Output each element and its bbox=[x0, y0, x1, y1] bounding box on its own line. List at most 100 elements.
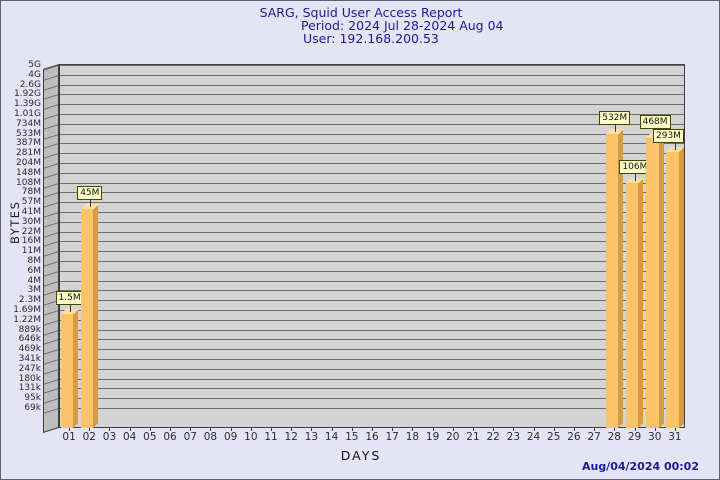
y-tick-label: 30M bbox=[21, 216, 41, 227]
gridline bbox=[60, 231, 684, 233]
wall-gridline bbox=[44, 173, 58, 179]
gridline bbox=[60, 94, 684, 96]
bar bbox=[80, 209, 94, 428]
y-tick-label: 5G bbox=[28, 60, 41, 70]
wall-gridline bbox=[44, 261, 58, 267]
plot-area bbox=[59, 64, 685, 428]
y-tick-label: 341k bbox=[18, 354, 41, 364]
x-tick-label: 23 bbox=[506, 431, 521, 443]
wall-gridline bbox=[44, 192, 58, 199]
wall-gridline bbox=[44, 369, 58, 375]
y-tick-label: 22M bbox=[21, 226, 41, 237]
gridline bbox=[60, 349, 684, 351]
bar-value-pointer bbox=[675, 141, 677, 150]
gridline bbox=[60, 329, 684, 331]
x-tick bbox=[432, 428, 434, 431]
bar bbox=[666, 151, 679, 428]
y-tick-label: 57M bbox=[21, 197, 41, 208]
gridline bbox=[60, 251, 684, 253]
x-tick-label: 03 bbox=[102, 431, 117, 443]
x-tick-label: 02 bbox=[82, 431, 96, 443]
x-tick-label: 26 bbox=[567, 431, 581, 443]
x-tick-label: 21 bbox=[466, 431, 480, 443]
x-tick bbox=[311, 428, 313, 431]
x-tick bbox=[452, 428, 454, 431]
x-tick-label: 15 bbox=[345, 431, 359, 443]
wall-gridline bbox=[44, 271, 58, 277]
wall-gridline bbox=[44, 320, 58, 326]
chart-title: SARG, Squid User Access Report bbox=[259, 5, 463, 20]
x-tick bbox=[654, 428, 656, 431]
x-tick-label: 14 bbox=[324, 431, 339, 443]
bar-side-face bbox=[93, 204, 99, 428]
y-tick-label: 1.01G bbox=[13, 109, 41, 119]
bar-value-label: 45M bbox=[77, 186, 103, 201]
x-tick-label: 30 bbox=[648, 431, 662, 443]
x-tick bbox=[472, 428, 474, 431]
bar-side-face bbox=[658, 132, 664, 428]
bar-value-label: 293M bbox=[653, 128, 684, 143]
gridline bbox=[60, 339, 684, 341]
gridline bbox=[60, 182, 684, 184]
gridline bbox=[60, 202, 684, 204]
x-tick bbox=[149, 428, 151, 431]
x-tick bbox=[271, 428, 273, 431]
y-tick-label: 180k bbox=[18, 373, 41, 384]
x-tick-label: 24 bbox=[526, 431, 541, 443]
y-tick-label: 3M bbox=[27, 285, 42, 296]
gridline bbox=[60, 368, 684, 370]
y-tick-label: 4G bbox=[28, 69, 41, 80]
wall-gridline bbox=[44, 339, 58, 346]
x-tick bbox=[109, 428, 111, 431]
wall-gridline bbox=[44, 84, 58, 91]
x-tick-label: 04 bbox=[122, 431, 137, 443]
wall-gridline bbox=[44, 202, 58, 208]
x-tick bbox=[250, 428, 252, 431]
x-tick bbox=[513, 428, 515, 431]
x-tick bbox=[634, 428, 636, 431]
wall-gridline bbox=[44, 114, 58, 120]
gridline bbox=[60, 74, 684, 76]
x-tick bbox=[614, 428, 616, 431]
wall-gridline bbox=[44, 65, 58, 71]
gridline bbox=[60, 212, 684, 213]
y-tick-label: 131k bbox=[18, 383, 41, 394]
y-tick-label: 1.22M bbox=[13, 314, 41, 325]
bar-value-label: 532M bbox=[599, 110, 631, 125]
x-tick bbox=[392, 428, 394, 431]
generated-timestamp: Aug/04/2024 00:02 bbox=[581, 460, 699, 473]
x-tick-label: 29 bbox=[627, 431, 642, 443]
x-tick bbox=[493, 428, 495, 431]
y-tick-label: 2.6G bbox=[19, 79, 41, 90]
x-tick bbox=[170, 428, 172, 431]
gridline bbox=[60, 290, 684, 292]
wall-gridline bbox=[44, 251, 58, 257]
bar-value-pointer bbox=[89, 199, 91, 208]
wall-gridline bbox=[44, 212, 58, 218]
x-tick bbox=[553, 428, 555, 431]
wall-gridline bbox=[44, 388, 58, 395]
x-tick-label: 17 bbox=[385, 431, 399, 443]
wall-gridline bbox=[44, 241, 58, 248]
bar bbox=[60, 313, 73, 428]
y-tick-label: 281M bbox=[16, 148, 41, 159]
wall-gridline bbox=[44, 231, 58, 238]
x-tick-label: 16 bbox=[365, 431, 379, 443]
bar-value-pointer bbox=[69, 303, 71, 312]
gridline bbox=[60, 261, 684, 262]
gridline bbox=[60, 408, 684, 409]
x-tick bbox=[210, 428, 212, 431]
wall-gridline bbox=[44, 310, 58, 316]
wall-gridline bbox=[44, 143, 58, 150]
gridline bbox=[60, 153, 684, 155]
gridline bbox=[60, 388, 684, 390]
y-tick-label: 8M bbox=[27, 256, 42, 266]
y-tick-label: 2.3M bbox=[18, 295, 41, 306]
bar-side-face bbox=[638, 178, 644, 428]
gridline bbox=[60, 241, 684, 243]
x-tick-label: 31 bbox=[668, 431, 682, 443]
gridline bbox=[60, 133, 684, 135]
x-tick-label: 22 bbox=[486, 431, 500, 443]
x-tick bbox=[129, 428, 131, 431]
